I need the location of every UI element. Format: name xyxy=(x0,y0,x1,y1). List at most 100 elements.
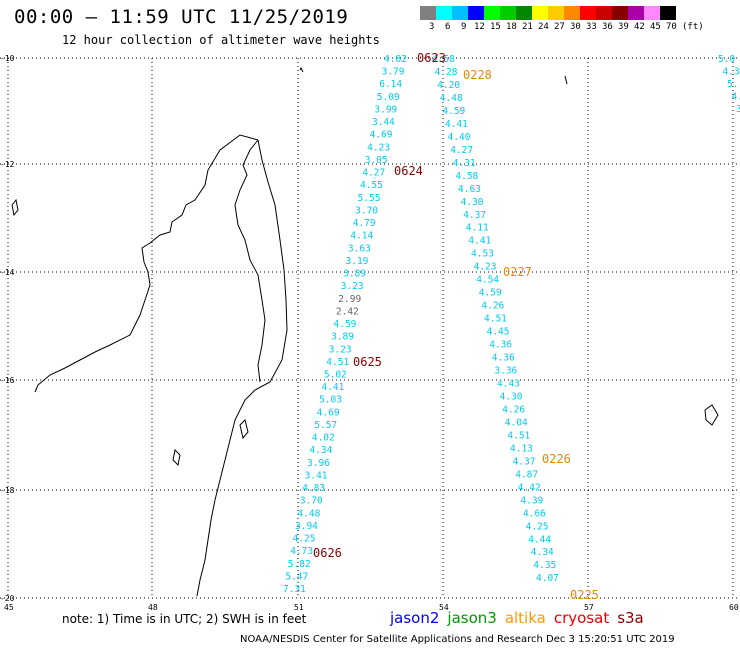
wave-height-value: 4.30 xyxy=(500,391,523,402)
satellite-legend: jason2 jason3 altika cryosat s3a xyxy=(390,609,652,627)
wave-height-value: 4.34 xyxy=(309,445,332,456)
wave-height-value: 5.02 xyxy=(324,370,347,381)
wave-height-value: 4.14 xyxy=(350,231,373,242)
legend-item-altika: altika xyxy=(504,609,546,627)
wave-height-value: 4.59 xyxy=(334,319,357,330)
wave-height-value: 4.63 xyxy=(458,184,481,195)
scale-label: 18 xyxy=(506,22,517,32)
wave-height-value: 4.43 xyxy=(497,379,520,390)
map-subtitle: 12 hour collection of altimeter wave hei… xyxy=(62,33,380,47)
wave-height-value: 4.25 xyxy=(293,534,316,545)
wave-height-value: 4.41 xyxy=(445,119,468,130)
wave-height-value: 5. xyxy=(727,79,738,90)
wave-height-value: 4.53 xyxy=(471,249,494,260)
color-scale xyxy=(420,6,676,20)
wave-height-value: 4.83 xyxy=(302,483,325,494)
wave-height-value: 3.05 xyxy=(365,155,388,166)
lon-label: 57 xyxy=(584,603,594,612)
lat-label: -12 xyxy=(0,160,15,169)
islet-5 xyxy=(564,75,568,85)
wave-height-value: 5.09 xyxy=(377,92,400,103)
wave-height-value: 5.82 xyxy=(288,559,311,570)
scale-swatch xyxy=(500,6,516,20)
wave-height-value: 4.34 xyxy=(531,547,554,558)
coast-inland xyxy=(234,139,266,383)
wave-height-value: 3.99 xyxy=(374,104,397,115)
map-title: 00:00 – 11:59 UTC 11/25/2019 xyxy=(14,6,349,28)
islet-2 xyxy=(172,448,181,467)
scale-swatch xyxy=(644,6,660,20)
islet-3 xyxy=(239,419,249,440)
wave-height-value: 4.31 xyxy=(453,158,476,169)
lat-label: -10 xyxy=(0,54,15,63)
scale-swatch xyxy=(436,6,452,20)
wave-height-value: 4.3 xyxy=(723,67,740,78)
wave-height-value: 4.41 xyxy=(468,236,491,247)
wave-height-value: 4.44 xyxy=(528,534,551,545)
lat-label: -18 xyxy=(0,486,15,495)
wave-height-value: 5.55 xyxy=(358,193,381,204)
note-text: note: 1) Time is in UTC; 2) SWH is in fe… xyxy=(62,612,307,626)
wave-height-value: 4.87 xyxy=(515,469,538,480)
coast-east xyxy=(196,139,288,597)
legend-item-s3a: s3a xyxy=(617,609,644,627)
scale-label: 27 xyxy=(554,22,565,32)
wave-height-value: 4.39 xyxy=(520,495,543,506)
wave-height-value: 4.69 xyxy=(370,130,393,141)
wave-height-value: 4.82 xyxy=(384,54,407,65)
pass-time-label: 0623 xyxy=(417,51,446,65)
scale-swatch xyxy=(564,6,580,20)
scale-label: 24 xyxy=(538,22,549,32)
wave-height-value: 5.03 xyxy=(319,395,342,406)
wave-height-value: 3 xyxy=(736,104,740,115)
wave-height-value: 3.70 xyxy=(300,496,323,507)
scale-swatch xyxy=(596,6,612,20)
wave-height-value: 4.25 xyxy=(526,521,549,532)
wave-height-value: 4.66 xyxy=(523,508,546,519)
wave-height-value: 7.31 xyxy=(283,584,306,595)
wave-height-value: 3.63 xyxy=(348,243,371,254)
pass-time-label: 0626 xyxy=(313,546,342,560)
wave-height-value: 3.94 xyxy=(295,521,318,532)
wave-height-value: 3.96 xyxy=(307,458,330,469)
wave-height-value: 4.07 xyxy=(536,573,559,584)
pass-time-label: 0226 xyxy=(542,452,571,466)
wave-height-value: 4.45 xyxy=(487,327,510,338)
pass-time-label: 0228 xyxy=(463,68,492,82)
wave-height-value: 4.30 xyxy=(461,197,484,208)
wave-height-value: 4.35 xyxy=(533,560,556,571)
wave-height-value: 4.59 xyxy=(479,288,502,299)
islet-1 xyxy=(11,198,19,217)
scale-label: 36 xyxy=(602,22,613,32)
wave-height-value: 4.26 xyxy=(502,404,525,415)
wave-height-value: 4.23 xyxy=(367,142,390,153)
scale-swatch xyxy=(612,6,628,20)
scale-label: 6 xyxy=(445,22,451,32)
scale-label: 15 xyxy=(490,22,501,32)
scale-swatch xyxy=(484,6,500,20)
wave-height-value: 4.69 xyxy=(317,407,340,418)
wave-height-value: 4.79 xyxy=(353,218,376,229)
wave-height-value: 4.04 xyxy=(505,417,528,428)
credit-line: NOAA/NESDIS Center for Satellite Applica… xyxy=(240,634,675,645)
wave-height-value: 4.58 xyxy=(432,54,455,65)
lat-label: -16 xyxy=(0,376,15,385)
wave-height-value: 4.58 xyxy=(455,171,478,182)
wave-height-value: 4.54 xyxy=(476,275,499,286)
pass-time-label: 0625 xyxy=(353,355,382,369)
wave-height-value: 4.41 xyxy=(321,382,344,393)
scale-label: 21 xyxy=(522,22,533,32)
scale-label: 3 xyxy=(429,22,435,32)
legend-item-cryosat: cryosat xyxy=(553,609,610,627)
wave-height-value: 4.28 xyxy=(435,67,458,78)
wave-height-value: 4.40 xyxy=(448,132,471,143)
pass-time-label: 0225 xyxy=(570,588,599,602)
wave-height-value: 3.36 xyxy=(494,366,517,377)
scale-label: 12 xyxy=(474,22,485,32)
scale-swatch xyxy=(628,6,644,20)
wave-height-value: 4.23 xyxy=(474,262,497,273)
wave-height-value: 5.57 xyxy=(314,420,337,431)
wave-height-value: 6.14 xyxy=(379,79,402,90)
wave-height-value: 4.13 xyxy=(510,443,533,454)
